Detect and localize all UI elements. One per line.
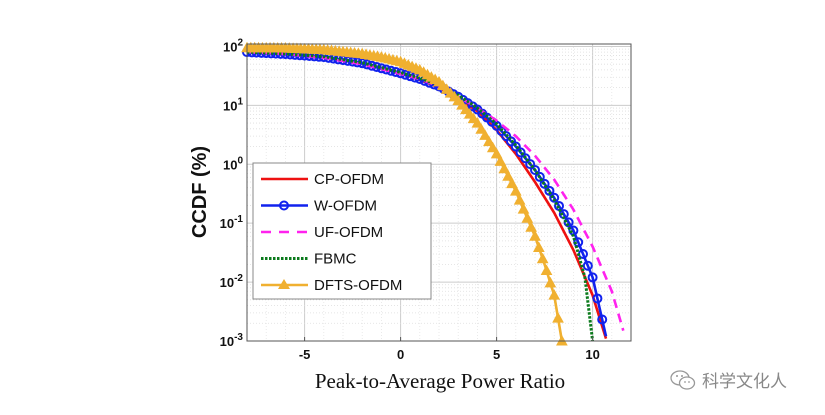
legend-label: UF-OFDM [314,224,383,241]
data-point [483,135,495,147]
series-fbmc [246,50,595,342]
data-point [520,153,531,164]
data-point [510,141,521,152]
legend: CP-OFDM W-OFDM UF-OFDM FBMC DFTS-OFDM [252,162,432,300]
y-tick-label: 10-3 [220,332,244,349]
x-tick-labels: -5 0 5 10 [299,337,600,362]
legend-marker [279,200,289,211]
y-tick-label: 10-2 [220,273,244,290]
y-tick-label: 102 [223,37,243,54]
data-point [376,63,387,74]
data-point [592,293,603,304]
data-point [390,67,401,78]
legend-item-dfts-ofdm: DFTS-OFDM [261,277,402,294]
data-point [582,260,593,271]
wechat-icon [670,369,696,390]
x-tick-label: -5 [299,347,311,362]
data-point [539,178,550,189]
data-point [540,264,553,276]
legend-label: CP-OFDM [314,171,384,188]
legend-label: W-OFDM [314,198,377,215]
data-point [525,159,536,170]
y-axis-label: CCDF (%) [189,146,211,238]
x-axis-label: Peak-to-Average Power Ratio [315,369,565,393]
data-point [494,155,507,166]
data-point [517,203,530,214]
data-point [544,276,557,288]
legend-item-cp-ofdm: CP-OFDM [261,171,384,188]
data-point [587,272,598,283]
plot-frame [246,43,632,342]
data-point [479,129,491,140]
legend-item-fbmc: FBMC [261,251,357,268]
data-point [521,212,534,223]
watermark-text: 科学文化人 [702,372,787,392]
data-point [475,123,488,134]
data-point [471,117,484,128]
data-point [529,230,541,241]
data-point [509,185,522,196]
data-point [502,170,514,181]
data-point [486,141,499,153]
data-point [513,194,526,205]
y-tick-label: 10-1 [220,214,244,231]
data-point [552,312,564,323]
data-point [525,221,538,232]
data-point [506,177,518,189]
data-point [530,164,540,175]
data-point [498,162,511,174]
legend-label: DFTS-OFDM [314,277,402,294]
data-point [536,252,549,264]
data-point [549,192,560,203]
legend-item-uf-ofdm: UF-OFDM [261,224,383,241]
x-tick-label: 5 [493,347,500,362]
x-tick-label: 10 [585,347,599,362]
legend-item-w-ofdm: W-OFDM [261,198,377,215]
y-tick-labels: 102 101 100 10-1 10-2 10-3 [220,37,244,349]
legend-marker [278,279,290,289]
series-line-fbmc [246,50,595,342]
data-point [597,314,608,325]
data-point [490,147,503,159]
data-point [548,289,561,300]
x-tick-label: 0 [397,347,404,362]
legend-label: FBMC [314,251,357,268]
y-tick-label: 100 [223,155,243,172]
series-lines [241,41,625,346]
y-tick-label: 101 [223,96,243,113]
data-point [532,241,545,252]
data-point [515,147,526,158]
watermark: 科学文化人 [670,367,787,392]
data-point [534,171,545,182]
series-dfts-ofdm [241,41,568,346]
